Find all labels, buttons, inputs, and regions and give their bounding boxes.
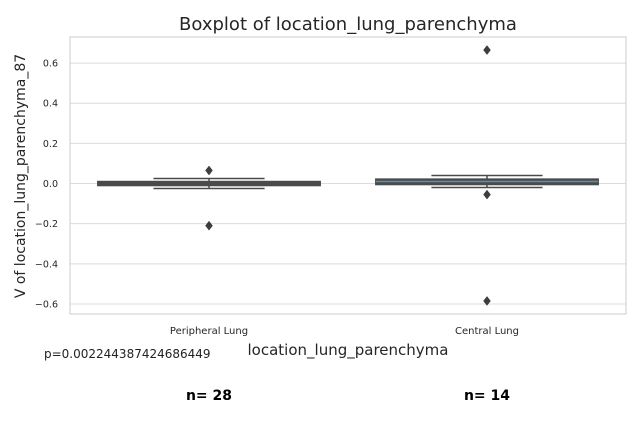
y-axis-label: V of location_lung_parenchyma_87 [13, 54, 29, 298]
x-axis-label: location_lung_parenchyma [248, 341, 449, 360]
count-label-central: n= 14 [463, 388, 511, 404]
y-tick-label: 0.0 [43, 179, 58, 190]
y-tick-label: 0.4 [43, 99, 58, 110]
x-tick-label: Central Lung [455, 326, 519, 337]
x-axis-ticks: Peripheral Lung Central Lung [170, 326, 519, 337]
count-label-peripheral: n= 28 [185, 388, 233, 404]
box-group [375, 45, 599, 306]
y-tick-label: −0.6 [35, 299, 58, 310]
outlier-point [205, 220, 213, 231]
y-tick-label: −0.2 [35, 219, 58, 230]
y-tick-label: −0.4 [35, 259, 58, 270]
boxes [97, 45, 599, 306]
chart-title: Boxplot of location_lung_parenchyma [179, 14, 517, 35]
y-tick-label: 0.6 [43, 59, 58, 70]
plot-frame [69, 36, 627, 315]
y-tick-label: 0.2 [43, 139, 58, 150]
box-group [97, 165, 321, 231]
outlier-point [205, 165, 213, 176]
x-tick-label: Peripheral Lung [170, 326, 248, 337]
outlier-point [483, 296, 491, 306]
p-value-text: p=0.002244387424686449 [44, 347, 211, 361]
outlier-point [483, 189, 491, 200]
y-axis-ticks: −0.6 −0.4 −0.2 0.0 0.2 0.4 0.6 [35, 59, 58, 311]
outlier-point [483, 45, 491, 55]
